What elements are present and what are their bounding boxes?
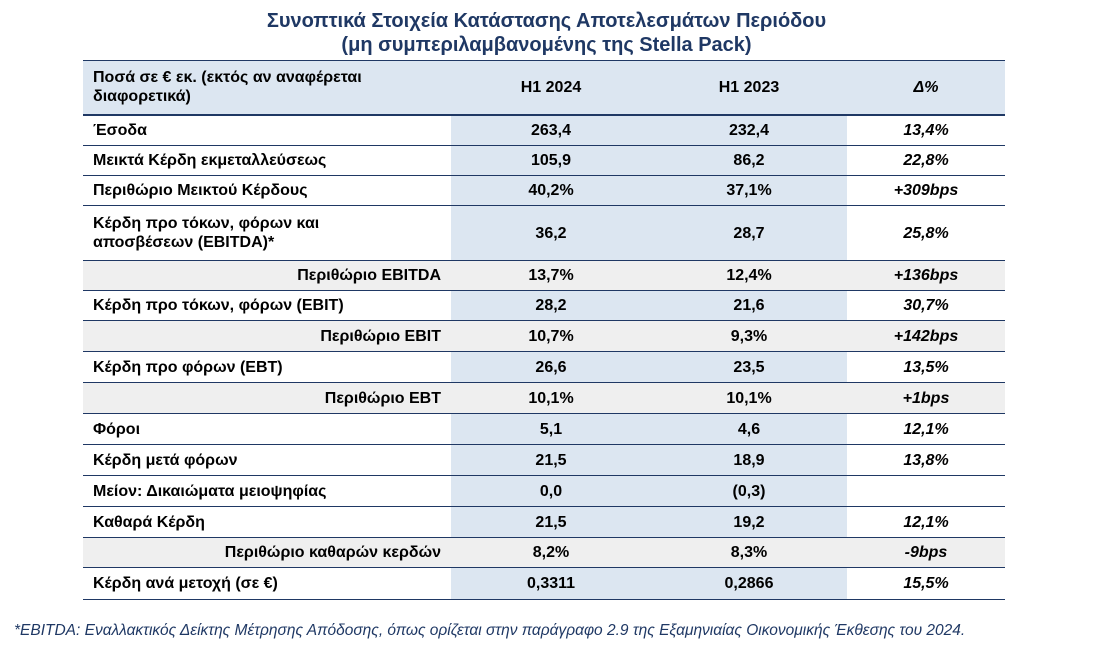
row-label: Περιθώριο Μεικτού Κέρδους bbox=[83, 175, 451, 206]
value-delta: 13,8% bbox=[847, 444, 1005, 476]
value-h1-2024: 40,2% bbox=[451, 175, 651, 206]
value-delta: 13,5% bbox=[847, 351, 1005, 383]
row-label: Κέρδη ανά μετοχή (σε €) bbox=[83, 567, 451, 600]
table-row: Περιθώριο Μεικτού Κέρδους 40,2% 37,1% +3… bbox=[83, 175, 1005, 206]
value-h1-2024: 21,5 bbox=[451, 506, 651, 538]
value-h1-2023: 37,1% bbox=[651, 175, 847, 206]
value-delta: 12,1% bbox=[847, 413, 1005, 445]
row-label: Κέρδη προ τόκων, φόρων και αποσβέσεων (E… bbox=[83, 205, 451, 261]
value-delta: 25,8% bbox=[847, 205, 1005, 261]
header-h1-2024: H1 2024 bbox=[451, 60, 651, 116]
table-header-row: Ποσά σε € εκ. (εκτός αν αναφέρεται διαφο… bbox=[83, 60, 1005, 116]
value-h1-2024: 28,2 bbox=[451, 290, 651, 321]
table-row: Μείον: Δικαιώματα μειοψηφίας 0,0 (0,3) bbox=[83, 475, 1005, 507]
value-h1-2023: 12,4% bbox=[651, 260, 847, 291]
value-h1-2023: 23,5 bbox=[651, 351, 847, 383]
value-h1-2023: 232,4 bbox=[651, 114, 847, 146]
row-label: Περιθώριο EBIT bbox=[83, 320, 451, 352]
report-title: Συνοπτικά Στοιχεία Κατάστασης Αποτελεσμά… bbox=[266, 10, 827, 32]
value-h1-2023: (0,3) bbox=[651, 475, 847, 507]
table-row: Περιθώριο EBITDA 13,7% 12,4% +136bps bbox=[83, 260, 1005, 291]
value-h1-2023: 4,6 bbox=[651, 413, 847, 445]
header-delta: Δ% bbox=[847, 60, 1005, 116]
value-h1-2023: 86,2 bbox=[651, 145, 847, 176]
value-delta: 22,8% bbox=[847, 145, 1005, 176]
table-row: Κέρδη μετά φόρων 21,5 18,9 13,8% bbox=[83, 444, 1005, 476]
value-delta: 13,4% bbox=[847, 114, 1005, 146]
value-h1-2023: 9,3% bbox=[651, 320, 847, 352]
value-h1-2024: 21,5 bbox=[451, 444, 651, 476]
header-h1-2023: H1 2023 bbox=[651, 60, 847, 116]
value-h1-2024: 8,2% bbox=[451, 537, 651, 568]
value-h1-2024: 13,7% bbox=[451, 260, 651, 291]
value-delta: +136bps bbox=[847, 260, 1005, 291]
value-h1-2024: 263,4 bbox=[451, 114, 651, 146]
value-h1-2024: 10,7% bbox=[451, 320, 651, 352]
value-delta: 15,5% bbox=[847, 567, 1005, 600]
value-h1-2024: 36,2 bbox=[451, 205, 651, 261]
table-row: Περιθώριο EBT 10,1% 10,1% +1bps bbox=[83, 382, 1005, 414]
table-row: Κέρδη προ τόκων, φόρων και αποσβέσεων (E… bbox=[83, 205, 1005, 261]
value-h1-2024: 105,9 bbox=[451, 145, 651, 176]
row-label: Κέρδη προ φόρων (EBT) bbox=[83, 351, 451, 383]
value-delta: -9bps bbox=[847, 537, 1005, 568]
table-row: Κέρδη ανά μετοχή (σε €) 0,3311 0,2866 15… bbox=[83, 567, 1005, 600]
value-delta: +1bps bbox=[847, 382, 1005, 414]
row-label: Έσοδα bbox=[83, 114, 451, 146]
header-amounts-label: Ποσά σε € εκ. (εκτός αν αναφέρεται διαφο… bbox=[83, 60, 451, 116]
row-label: Μείον: Δικαιώματα μειοψηφίας bbox=[83, 475, 451, 507]
table-row: Έσοδα 263,4 232,4 13,4% bbox=[83, 114, 1005, 146]
value-delta: 30,7% bbox=[847, 290, 1005, 321]
table-row: Καθαρά Κέρδη 21,5 19,2 12,1% bbox=[83, 506, 1005, 538]
row-label: Περιθώριο EBT bbox=[83, 382, 451, 414]
value-h1-2023: 21,6 bbox=[651, 290, 847, 321]
row-label: Περιθώριο EBITDA bbox=[83, 260, 451, 291]
income-statement-table: Ποσά σε € εκ. (εκτός αν αναφέρεται διαφο… bbox=[83, 60, 1005, 600]
row-label: Φόροι bbox=[83, 413, 451, 445]
value-delta: 12,1% bbox=[847, 506, 1005, 538]
value-delta bbox=[847, 475, 1005, 507]
value-h1-2023: 8,3% bbox=[651, 537, 847, 568]
table-row: Περιθώριο καθαρών κερδών 8,2% 8,3% -9bps bbox=[83, 537, 1005, 568]
value-h1-2024: 0,0 bbox=[451, 475, 651, 507]
row-label: Κέρδη μετά φόρων bbox=[83, 444, 451, 476]
row-label: Περιθώριο καθαρών κερδών bbox=[83, 537, 451, 568]
value-h1-2024: 26,6 bbox=[451, 351, 651, 383]
table-row: Φόροι 5,1 4,6 12,1% bbox=[83, 413, 1005, 445]
value-delta: +142bps bbox=[847, 320, 1005, 352]
report-subtitle: (μη συμπεριλαμβανομένης της Stella Pack) bbox=[341, 34, 752, 56]
ebitda-footnote: *EBITDA: Εναλλακτικός Δείκτης Μέτρησης Α… bbox=[14, 622, 966, 639]
table-row: Περιθώριο EBIT 10,7% 9,3% +142bps bbox=[83, 320, 1005, 352]
value-h1-2023: 18,9 bbox=[651, 444, 847, 476]
value-delta: +309bps bbox=[847, 175, 1005, 206]
value-h1-2023: 19,2 bbox=[651, 506, 847, 538]
table-row: Κέρδη προ φόρων (EBT) 26,6 23,5 13,5% bbox=[83, 351, 1005, 383]
table-row: Κέρδη προ τόκων, φόρων (EBIT) 28,2 21,6 … bbox=[83, 290, 1005, 321]
value-h1-2023: 10,1% bbox=[651, 382, 847, 414]
value-h1-2024: 5,1 bbox=[451, 413, 651, 445]
row-label: Κέρδη προ τόκων, φόρων (EBIT) bbox=[83, 290, 451, 321]
table-row: Μεικτά Κέρδη εκμεταλλεύσεως 105,9 86,2 2… bbox=[83, 145, 1005, 176]
row-label: Μεικτά Κέρδη εκμεταλλεύσεως bbox=[83, 145, 451, 176]
value-h1-2024: 0,3311 bbox=[451, 567, 651, 600]
row-label: Καθαρά Κέρδη bbox=[83, 506, 451, 538]
value-h1-2023: 0,2866 bbox=[651, 567, 847, 600]
value-h1-2023: 28,7 bbox=[651, 205, 847, 261]
value-h1-2024: 10,1% bbox=[451, 382, 651, 414]
